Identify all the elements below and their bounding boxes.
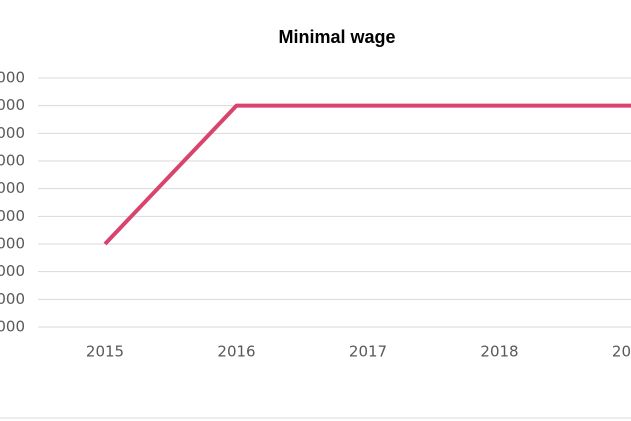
x-tick-label: 2015	[86, 343, 124, 361]
y-tick-label: 2000	[0, 290, 25, 308]
y-tick-label: 6000	[0, 179, 25, 197]
x-tick-label: 2017	[349, 343, 387, 361]
line-series	[103, 103, 631, 246]
chart-title: Minimal wage	[278, 27, 395, 47]
y-tick-label: 9000	[0, 96, 25, 114]
y-tick-label: 5000	[0, 207, 25, 225]
x-tick-label: 2016	[217, 343, 255, 361]
x-tick-label: 2019	[612, 343, 631, 361]
y-tick-label: 4000	[0, 235, 25, 253]
y-tick-label: 1000	[0, 318, 25, 336]
y-tick-label: 3000	[0, 262, 25, 280]
y-tick-label: 10000	[0, 69, 25, 87]
y-tick-label: 7000	[0, 152, 25, 170]
y-tick-label: 8000	[0, 124, 25, 142]
x-tick-label: 2018	[480, 343, 518, 361]
